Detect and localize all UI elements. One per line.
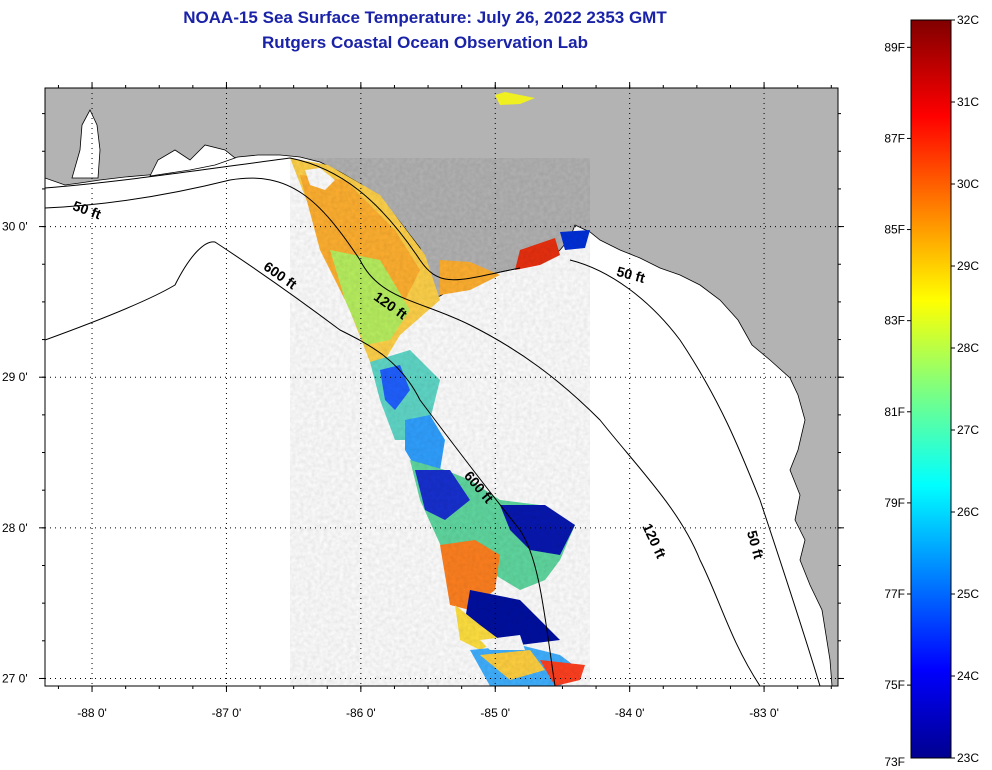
- depth-contours: [45, 157, 821, 686]
- axis-ticks: -88 0' -87 0' -86 0' -85 0' -84 0' -83 0' 30 0…: [2, 82, 844, 720]
- celsius-label: 32C: [957, 13, 979, 27]
- map-subtitle: Rutgers Coastal Ocean Observation Lab: [262, 33, 588, 52]
- colorbar: [910, 19, 952, 759]
- fahrenheit-label: 87F: [884, 131, 905, 145]
- lat-tick-label: 27 0': [2, 671, 28, 685]
- contour-label: 50 ft: [744, 529, 767, 561]
- mobile-bay: [71, 109, 101, 179]
- fahrenheit-label: 83F: [884, 314, 905, 328]
- fahrenheit-label: 79F: [884, 496, 905, 510]
- fahrenheit-label: 81F: [884, 405, 905, 419]
- lon-tick-label: -83 0': [749, 706, 779, 720]
- celsius-label: 27C: [957, 423, 979, 437]
- celsius-label: 30C: [957, 177, 979, 191]
- fahrenheit-label: 77F: [884, 587, 905, 601]
- graticule: [45, 88, 838, 686]
- lat-tick-label: 28 0': [2, 521, 28, 535]
- lat-tick-label: 30 0': [2, 220, 28, 234]
- fahrenheit-label: 85F: [884, 223, 905, 237]
- pensacola-bay: [149, 144, 236, 177]
- celsius-label: 23C: [957, 751, 979, 765]
- colorbar-labels: 32C 31C 30C 29C 28C 27C 26C 25C 24C 23C 89F 87F 85F 8…: [884, 13, 979, 769]
- lon-tick-label: -88 0': [77, 706, 107, 720]
- contour-label: 50 ft: [615, 263, 647, 286]
- sst-swath: [290, 92, 590, 686]
- celsius-label: 26C: [957, 505, 979, 519]
- lon-tick-label: -86 0': [346, 706, 376, 720]
- fahrenheit-label: 73F: [884, 755, 905, 769]
- map-title: NOAA-15 Sea Surface Temperature: July 26…: [183, 8, 667, 27]
- lon-tick-label: -84 0': [615, 706, 645, 720]
- fahrenheit-label: 89F: [884, 40, 905, 54]
- lon-tick-label: -87 0': [212, 706, 242, 720]
- celsius-label: 25C: [957, 587, 979, 601]
- celsius-label: 29C: [957, 259, 979, 273]
- celsius-label: 24C: [957, 669, 979, 683]
- celsius-label: 28C: [957, 341, 979, 355]
- lon-tick-label: -85 0': [480, 706, 510, 720]
- fahrenheit-label: 75F: [884, 678, 905, 692]
- map-frame: [44, 87, 839, 687]
- lat-tick-label: 29 0': [2, 370, 28, 384]
- celsius-label: 31C: [957, 95, 979, 109]
